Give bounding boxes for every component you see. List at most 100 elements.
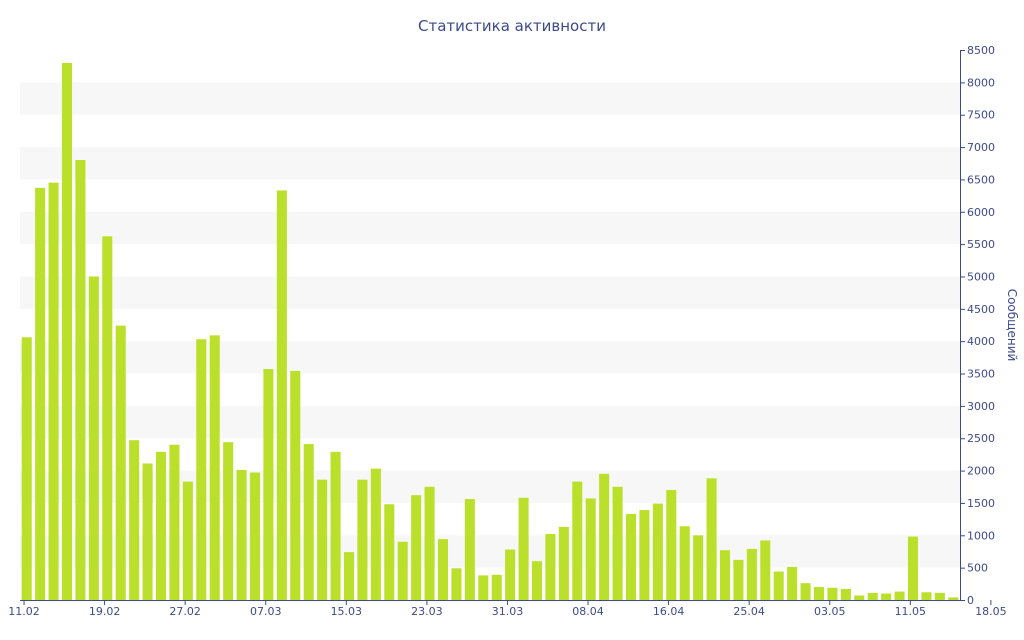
- bar: [827, 587, 838, 600]
- bar: [491, 574, 502, 600]
- bar: [666, 490, 677, 600]
- x-tick-label: 11.02: [8, 605, 40, 618]
- bar: [907, 536, 919, 600]
- bar: [854, 595, 865, 600]
- bar: [518, 497, 529, 600]
- bar: [249, 472, 261, 600]
- grid-band: [20, 341, 960, 374]
- y-tick-label: 5500: [967, 238, 995, 251]
- bars: [21, 62, 959, 600]
- x-tick-label: 25.04: [733, 605, 765, 618]
- bar: [881, 593, 892, 600]
- bar: [424, 486, 435, 600]
- bar: [693, 535, 704, 600]
- bar: [464, 499, 475, 600]
- bar: [182, 481, 193, 600]
- y-tick-label: 4000: [967, 335, 995, 348]
- y-tick-label: 6000: [967, 206, 995, 219]
- bar: [719, 550, 731, 600]
- y-axis-title: Сообщений: [1005, 289, 1019, 362]
- bar: [303, 444, 314, 600]
- bar: [437, 539, 449, 600]
- bar: [706, 478, 717, 600]
- x-tick-label: 16.04: [653, 605, 685, 618]
- x-tick-label: 11.05: [895, 605, 927, 618]
- grid-band: [20, 147, 960, 180]
- y-tick-label: 2000: [967, 465, 995, 478]
- y-tick-label: 8000: [967, 76, 995, 89]
- bar: [558, 526, 569, 600]
- bar: [21, 337, 32, 600]
- y-tick-label: 7500: [967, 109, 995, 122]
- grid-band: [20, 211, 960, 245]
- y-tick-label: 5000: [967, 270, 995, 283]
- bar: [478, 575, 489, 600]
- x-tick-label: 07.03: [250, 605, 282, 618]
- bar: [451, 568, 462, 600]
- bar: [61, 62, 73, 600]
- bar: [370, 468, 381, 600]
- bar: [948, 597, 959, 600]
- bar: [115, 325, 126, 600]
- bar: [411, 495, 422, 600]
- bar: [639, 510, 650, 600]
- bar: [773, 571, 784, 600]
- bar: [921, 592, 932, 600]
- bar: [75, 160, 86, 600]
- x-tick-label: 31.03: [492, 605, 524, 618]
- bar: [223, 442, 234, 600]
- bar: [129, 440, 140, 600]
- y-tick-label: 500: [967, 562, 988, 575]
- bar: [35, 187, 46, 600]
- bar: [612, 486, 623, 600]
- bar: [505, 549, 516, 600]
- bar: [746, 548, 757, 600]
- bar: [572, 481, 583, 600]
- bar: [545, 534, 556, 600]
- x-tick-label: 03.05: [814, 605, 846, 618]
- chart-title: Статистика активности: [418, 17, 606, 35]
- y-ticks: 0 500 1000 1500 2000 2500 3000 3500 4000 4500 5000…: [960, 44, 995, 607]
- y-tick-label: 6500: [967, 173, 995, 186]
- bar: [142, 463, 153, 600]
- bar: [625, 513, 637, 600]
- x-ticks: 11.02 19.02 27.02 07.03 15.03 23.03 31.03 08.04…: [8, 600, 1007, 618]
- x-tick-label: 08.04: [572, 605, 604, 618]
- y-tick-label: 1000: [967, 529, 995, 542]
- x-tick-label: 15.03: [331, 605, 363, 618]
- bar: [800, 583, 811, 600]
- bar: [531, 561, 543, 600]
- bar: [840, 589, 851, 600]
- y-tick-label: 3500: [967, 368, 995, 381]
- grid-bands: [20, 82, 960, 568]
- x-tick-label: 19.02: [89, 605, 121, 618]
- bar: [263, 369, 274, 600]
- bar: [357, 479, 368, 600]
- bar: [330, 451, 341, 600]
- bar: [169, 444, 180, 600]
- y-tick-label: 2500: [967, 432, 995, 445]
- bar: [934, 592, 945, 600]
- y-tick-label: 1500: [967, 497, 995, 510]
- bar: [317, 479, 328, 600]
- bar: [276, 190, 287, 600]
- bar: [196, 339, 207, 600]
- y-tick-label: 4500: [967, 303, 995, 316]
- bar: [102, 236, 113, 600]
- x-tick-label: 23.03: [411, 605, 443, 618]
- bar: [88, 276, 99, 600]
- bar: [894, 591, 905, 600]
- bar: [599, 473, 610, 600]
- grid-band: [20, 276, 960, 309]
- bar: [209, 335, 220, 600]
- x-tick-label: 27.02: [169, 605, 201, 618]
- bar: [397, 541, 408, 600]
- bar: [290, 370, 301, 600]
- bar: [733, 559, 744, 600]
- axes: [20, 50, 962, 601]
- bar: [867, 592, 878, 600]
- bar: [679, 526, 690, 600]
- y-tick-label: 7000: [967, 141, 995, 154]
